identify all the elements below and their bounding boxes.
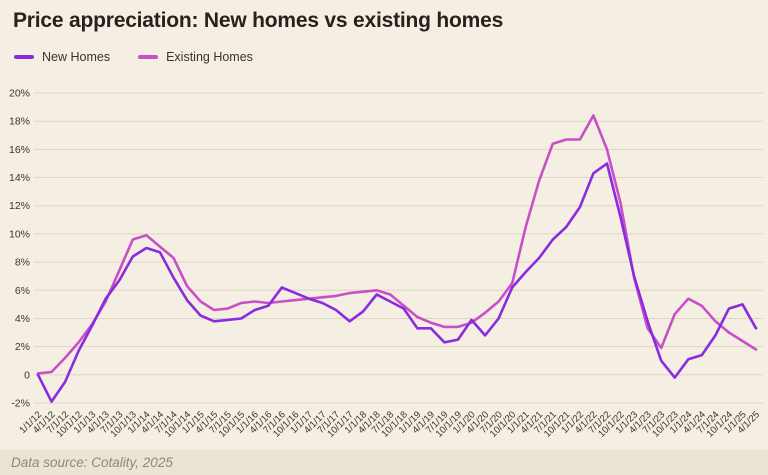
footer-bar: Data source: Cotality, 2025 bbox=[0, 450, 768, 475]
y-gridlines bbox=[34, 92, 763, 404]
y-tick-label: 14% bbox=[9, 172, 30, 184]
legend-label: New Homes bbox=[42, 50, 111, 64]
chart-title: Price appreciation: New homes vs existin… bbox=[13, 9, 504, 32]
series-line-new-homes bbox=[36, 162, 758, 403]
y-tick-label: 20% bbox=[9, 88, 30, 100]
legend-label: Existing Homes bbox=[166, 50, 253, 64]
y-tick-label: 6% bbox=[15, 285, 30, 297]
y-tick-label: 12% bbox=[9, 200, 30, 212]
y-axis-labels: 20% 18% 16% 14% 12% 10% 8% 6% 4% 2% 0 -2% bbox=[9, 88, 30, 410]
y-tick-label: 16% bbox=[9, 144, 30, 156]
y-tick-label: 4% bbox=[15, 313, 30, 325]
y-tick-label: 10% bbox=[9, 228, 30, 240]
legend-swatch bbox=[14, 55, 34, 59]
x-axis-labels: 1/1/124/1/127/1/1210/1/121/1/134/1/137/1… bbox=[17, 409, 762, 440]
series-line-existing-homes bbox=[36, 114, 758, 375]
legend-item-new-homes: New Homes bbox=[14, 50, 110, 64]
legend-swatch bbox=[138, 55, 159, 59]
chart-legend: New Homes Existing Homes bbox=[14, 50, 253, 64]
series-lines bbox=[36, 114, 758, 403]
data-source-note: Data source: Cotality, 2025 bbox=[11, 455, 173, 470]
y-tick-label: 8% bbox=[15, 257, 30, 269]
price-appreciation-line-chart: 20% 18% 16% 14% 12% 10% 8% 6% 4% 2% 0 -2%1/1/124/1/… bbox=[9, 88, 763, 440]
y-tick-label: 2% bbox=[15, 341, 30, 353]
legend-item-existing-homes: Existing Homes bbox=[138, 50, 253, 64]
y-tick-label: -2% bbox=[11, 398, 30, 410]
y-tick-label: 18% bbox=[9, 116, 30, 128]
y-tick-label: 0 bbox=[24, 369, 30, 381]
